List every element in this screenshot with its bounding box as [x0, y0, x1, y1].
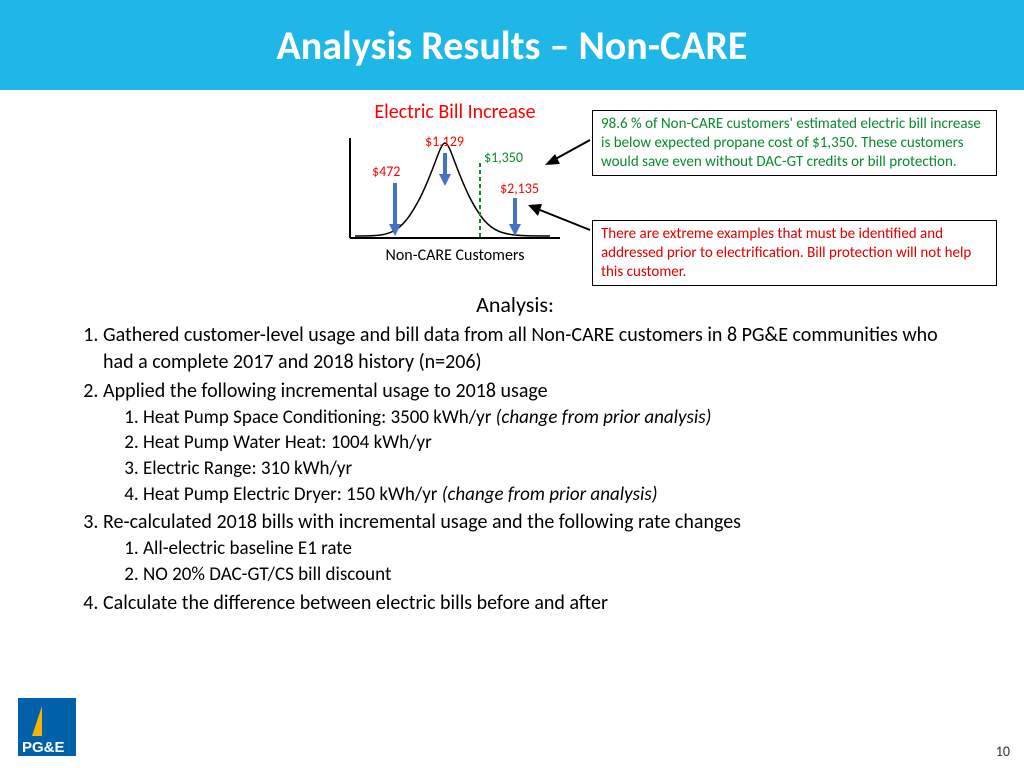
marker-2135 — [509, 198, 521, 236]
page-title: Analysis Results – Non-CARE — [277, 21, 748, 70]
title-bar: Analysis Results – Non-CARE — [0, 0, 1024, 90]
analysis-heading: Analysis: — [75, 290, 955, 320]
sub-2-1: Heat Pump Space Conditioning: 3500 kWh/y… — [143, 405, 955, 431]
analysis-item-1: Gathered customer-level usage and bill d… — [103, 322, 955, 376]
sub-2-3: Electric Range: 310 kWh/yr — [143, 456, 955, 482]
label-472: $472 — [372, 163, 400, 180]
chart-svg: $472 $1,129 $1,350 $2,135 — [340, 128, 570, 248]
sub-2-4: Heat Pump Electric Dryer: 150 kWh/yr (ch… — [143, 482, 955, 508]
analysis-item-3-text: Re-calculated 2018 bills with incrementa… — [103, 510, 741, 534]
analysis-item-2-text: Applied the following incremental usage … — [103, 379, 548, 403]
callout-red: There are extreme examples that must be … — [592, 220, 997, 286]
label-1129: $1,129 — [425, 133, 464, 150]
analysis-item-4: Calculate the difference between electri… — [103, 590, 955, 617]
page-number: 10 — [996, 743, 1010, 760]
analysis-item-3: Re-calculated 2018 bills with incrementa… — [103, 509, 955, 587]
label-2135: $2,135 — [500, 180, 539, 197]
marker-1129 — [439, 153, 451, 186]
analysis-block: Analysis: Gathered customer-level usage … — [75, 290, 955, 619]
sub-3-1: All-electric baseline E1 rate — [143, 536, 955, 562]
pge-logo: PG&E — [18, 698, 76, 756]
sub-2-2: Heat Pump Water Heat: 1004 kWh/yr — [143, 430, 955, 456]
analysis-item-2: Applied the following incremental usage … — [103, 378, 955, 508]
svg-text:PG&E: PG&E — [22, 739, 65, 756]
bill-increase-chart: Electric Bill Increase $472 $1,129 $1,35… — [340, 100, 570, 270]
sub-3-2: NO 20% DAC-GT/CS bill discount — [143, 562, 955, 588]
label-1350: $1,350 — [484, 149, 523, 166]
analysis-item-3-sublist: All-electric baseline E1 rate NO 20% DAC… — [103, 536, 955, 587]
analysis-item-2-sublist: Heat Pump Space Conditioning: 3500 kWh/y… — [103, 405, 955, 508]
callout-green: 98.6 % of Non-CARE customers' estimated … — [592, 110, 997, 176]
analysis-list: Gathered customer-level usage and bill d… — [75, 322, 955, 617]
chart-xlabel: Non-CARE Customers — [340, 246, 570, 265]
chart-title: Electric Bill Increase — [340, 100, 570, 124]
